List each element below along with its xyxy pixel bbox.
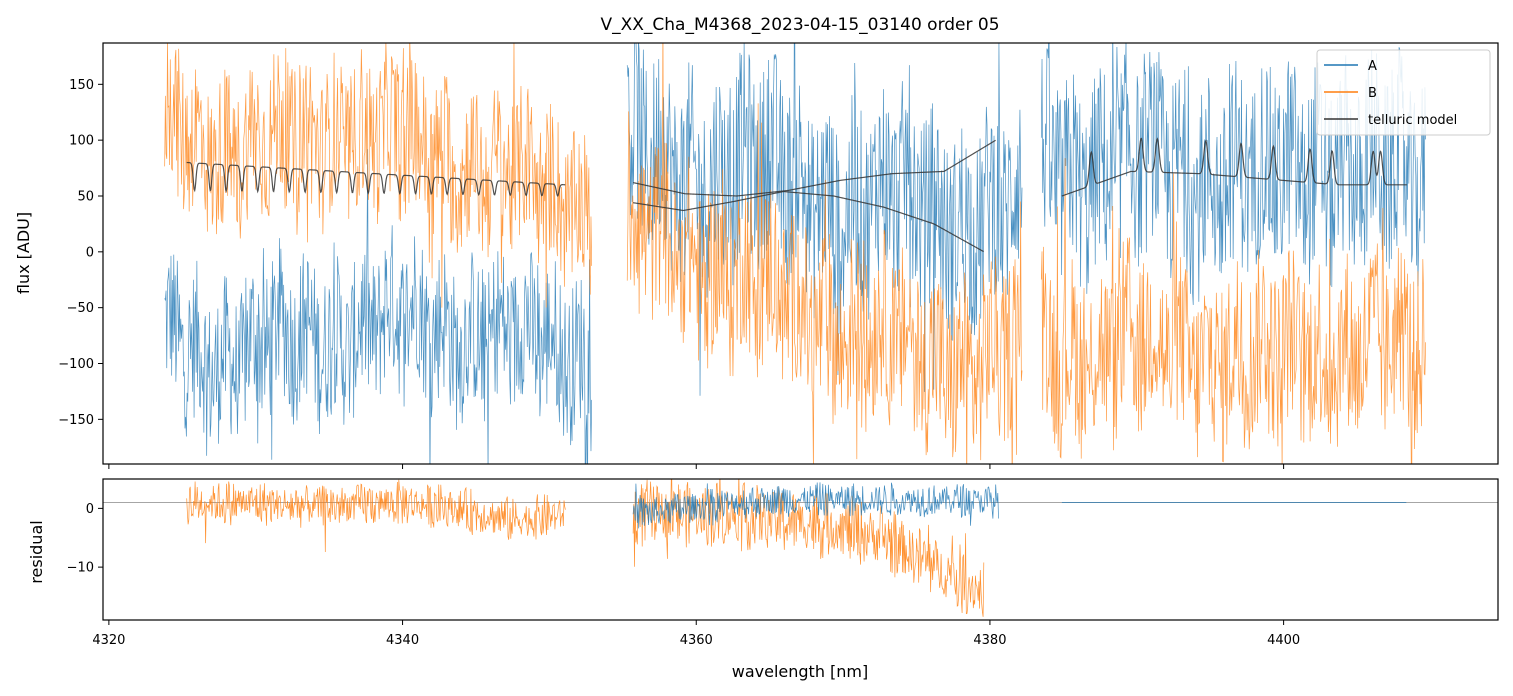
main-y-tick-label: 0	[86, 245, 94, 260]
residual-series-a-line	[632, 482, 1407, 529]
legend-frame	[1316, 49, 1491, 136]
main-y-axis: −150 −100 −50 0 50 100 150	[58, 78, 103, 428]
main-x-axis	[108, 464, 1285, 469]
main-axes-frame	[102, 42, 1499, 465]
main-plot-area	[164, 43, 1426, 464]
x-axis-label: wavelength [nm]	[732, 662, 869, 681]
series-b-segment	[1040, 158, 1426, 464]
series-a-segment	[626, 43, 1023, 396]
main-y-tick-label: 100	[69, 134, 94, 149]
legend-label-b: B	[1368, 86, 1377, 101]
residual-x-tick-label: 4320	[92, 633, 125, 648]
residual-y-axis-label: residual	[27, 520, 46, 583]
main-y-tick-label: −100	[58, 357, 94, 372]
main-y-tick-label: −150	[58, 413, 94, 428]
residual-x-axis: 4320 4340 4360 4380 4400	[92, 620, 1300, 648]
telluric-segment	[632, 139, 996, 197]
series-b-line	[164, 43, 1426, 464]
residual-series-b-segment	[632, 479, 985, 617]
residual-x-tick-label: 4400	[1267, 633, 1300, 648]
residual-plot-area	[103, 479, 1498, 617]
series-a-line	[164, 43, 1426, 464]
residual-series-b-segment	[186, 479, 566, 553]
legend-label-telluric: telluric model	[1368, 113, 1457, 128]
telluric-segment	[633, 190, 984, 253]
main-y-tick-label: 50	[77, 189, 94, 204]
residual-panel: −10 0 4320 4340 4360 4380 4400 residual wavel…	[27, 478, 1499, 681]
residual-y-tick-label: 0	[86, 502, 94, 517]
legend: A B telluric model	[1316, 49, 1491, 136]
residual-y-tick-label: −10	[67, 561, 94, 576]
main-y-tick-label: 150	[69, 78, 94, 93]
residual-x-tick-label: 4340	[386, 633, 419, 648]
residual-y-axis: −10 0	[67, 502, 103, 576]
residual-series-a-segment	[632, 482, 999, 529]
main-y-tick-label: −50	[67, 301, 94, 316]
series-b-segment	[164, 43, 593, 308]
chart-title: V_XX_Cha_M4368_2023-04-15_03140 order 05	[600, 15, 999, 35]
residual-axes-frame	[102, 478, 1499, 621]
main-y-axis-label: flux [ADU]	[14, 212, 33, 294]
series-telluric-line	[186, 137, 1407, 253]
main-panel: −150 −100 −50 0 50 100 150 flux [ADU] A B tell…	[14, 42, 1499, 469]
telluric-segment	[1061, 137, 1407, 197]
series-b-segment	[626, 43, 1023, 464]
telluric-segment	[186, 161, 566, 197]
legend-label-a: A	[1368, 59, 1377, 74]
series-a-segment	[164, 149, 593, 464]
residual-x-tick-label: 4380	[973, 633, 1006, 648]
residual-x-tick-label: 4360	[680, 633, 713, 648]
series-a-segment	[1040, 43, 1426, 305]
residual-series-b-line	[186, 479, 985, 617]
